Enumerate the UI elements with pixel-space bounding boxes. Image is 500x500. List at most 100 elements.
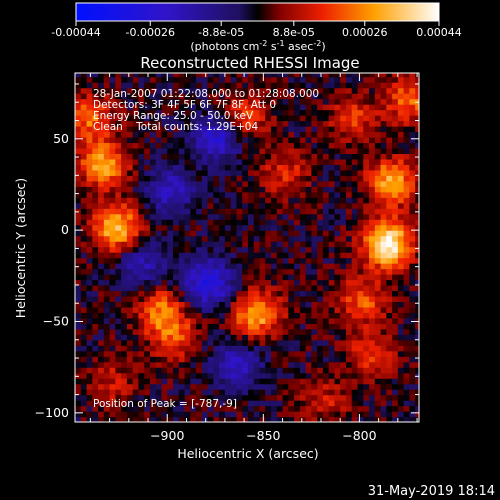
heatmap-cell [305, 109, 312, 116]
heatmap-cell [161, 169, 168, 176]
heatmap-cell [178, 295, 186, 303]
heatmap-cell [173, 202, 180, 209]
heatmap-cell [196, 394, 203, 401]
heatmap-cell [317, 136, 324, 144]
heatmap-cell [397, 263, 405, 270]
heatmap-cell [224, 284, 232, 292]
heatmap-cell [121, 312, 128, 319]
heatmap-cell [161, 290, 168, 297]
heatmap-cell [121, 263, 128, 270]
heatmap-cell [265, 328, 272, 335]
heatmap-cell [345, 120, 353, 127]
heatmap-cell [126, 235, 134, 242]
heatmap-cell [294, 306, 301, 313]
heatmap-cell [409, 345, 416, 352]
heatmap-cell [184, 323, 191, 330]
heatmap-cell [334, 191, 341, 198]
heatmap-cell [357, 252, 364, 259]
heatmap-cell [196, 213, 203, 220]
heatmap-cell [173, 87, 180, 94]
heatmap-cell [403, 334, 410, 341]
heatmap-cell [75, 372, 82, 379]
heatmap-cell [184, 268, 191, 275]
heatmap-cell [196, 175, 203, 182]
heatmap-cell [247, 224, 255, 231]
heatmap-cell [201, 104, 209, 111]
heatmap-cell [403, 400, 410, 407]
heatmap-cell [294, 158, 301, 165]
heatmap-cell [374, 389, 382, 396]
heatmap-cell [299, 383, 307, 390]
heatmap-cell [357, 98, 364, 105]
heatmap-cell [92, 263, 99, 270]
heatmap-cell [374, 323, 382, 330]
heatmap-cell [242, 136, 249, 144]
heatmap-cell [345, 76, 353, 83]
heatmap-cell [230, 350, 238, 357]
heatmap-cell [276, 235, 284, 242]
heatmap-cell [161, 125, 168, 133]
heatmap-cell [276, 104, 284, 111]
heatmap-cell [369, 142, 376, 149]
heatmap-cell [132, 361, 140, 368]
heatmap-cell [178, 290, 186, 297]
heatmap-cell [276, 339, 284, 346]
heatmap-cell [345, 372, 353, 379]
heatmap-cell [144, 284, 151, 292]
heatmap-cell [392, 295, 399, 303]
heatmap-cell [213, 356, 220, 363]
heatmap-cell [126, 115, 134, 122]
heatmap-cell [334, 246, 341, 253]
heatmap-cell [242, 73, 249, 78]
heatmap-cell [397, 284, 405, 292]
heatmap-cell [340, 175, 347, 182]
heatmap-cell [334, 241, 341, 248]
heatmap-cell [299, 115, 307, 122]
heatmap-cell [103, 158, 111, 165]
heatmap-cell [155, 219, 163, 226]
heatmap-cell [363, 158, 370, 165]
heatmap-cell [282, 136, 289, 144]
heatmap-cell [253, 383, 261, 390]
heatmap-cell [380, 115, 387, 122]
heatmap-cell [75, 356, 82, 363]
heatmap-cell [138, 153, 145, 160]
heatmap-cell [138, 73, 145, 78]
heatmap-cell [178, 400, 186, 407]
heatmap-cell [190, 389, 197, 396]
heatmap-cell [196, 279, 203, 286]
heatmap-cell [132, 246, 140, 253]
heatmap-cell [294, 153, 301, 160]
heatmap-cell [161, 213, 168, 220]
heatmap-cell [242, 317, 249, 324]
heatmap-cell [219, 76, 226, 83]
heatmap-cell [242, 98, 249, 105]
heatmap-cell [386, 208, 393, 215]
heatmap-cell [282, 191, 289, 198]
heatmap-cell [138, 295, 145, 303]
heatmap-cell [351, 378, 359, 385]
heatmap-cell [178, 82, 186, 89]
heatmap-cell [236, 268, 243, 275]
heatmap-cell [103, 394, 111, 401]
heatmap-cell [184, 164, 191, 171]
heatmap-cell [247, 252, 255, 259]
heatmap-cell [149, 394, 157, 401]
heatmap-cell [98, 213, 105, 220]
heatmap-cell [184, 73, 191, 78]
heatmap-cell [155, 400, 163, 407]
heatmap-cell [386, 405, 393, 412]
heatmap-cell [299, 109, 307, 116]
heatmap-cell [126, 328, 134, 335]
heatmap-cell [75, 219, 82, 226]
heatmap-cell [190, 208, 197, 215]
heatmap-cell [103, 378, 111, 385]
heatmap-cell [98, 361, 105, 368]
heatmap-cell [328, 389, 336, 396]
heatmap-cell [415, 169, 419, 176]
heatmap-cell [374, 158, 382, 165]
heatmap-cell [138, 323, 145, 330]
heatmap-cell [92, 306, 99, 313]
heatmap-cell [115, 87, 122, 94]
heatmap-cell [86, 104, 93, 111]
